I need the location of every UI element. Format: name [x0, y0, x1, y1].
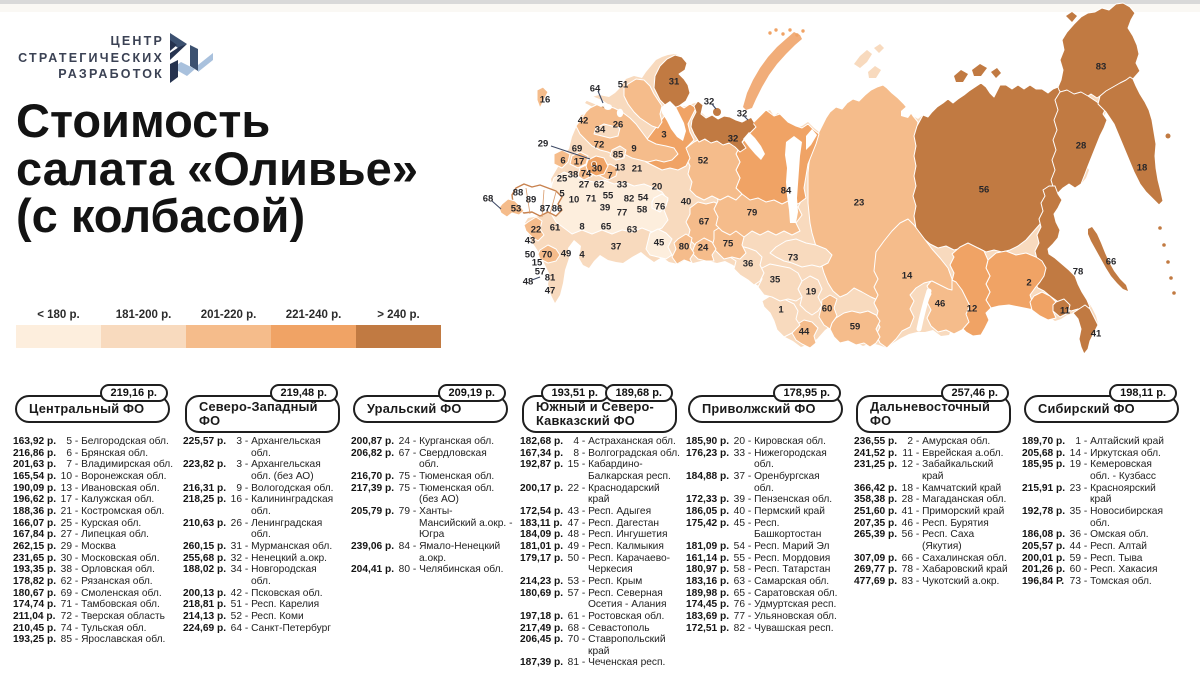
svg-text:87: 87: [540, 204, 551, 215]
svg-text:64: 64: [590, 84, 601, 95]
svg-text:85: 85: [613, 150, 624, 161]
svg-text:47: 47: [545, 286, 556, 297]
svg-text:20: 20: [652, 182, 663, 193]
svg-text:15: 15: [532, 258, 543, 269]
svg-text:35: 35: [770, 275, 781, 286]
svg-text:41: 41: [1091, 329, 1102, 340]
svg-text:8: 8: [579, 222, 584, 233]
svg-text:52: 52: [698, 156, 709, 167]
svg-text:39: 39: [600, 203, 611, 214]
svg-text:21: 21: [632, 164, 643, 175]
svg-text:42: 42: [578, 116, 589, 127]
svg-text:4: 4: [579, 250, 585, 261]
svg-text:54: 54: [638, 193, 649, 204]
svg-text:70: 70: [542, 250, 553, 261]
svg-text:16: 16: [540, 95, 551, 106]
svg-text:30: 30: [592, 164, 603, 175]
svg-text:78: 78: [1073, 267, 1084, 278]
svg-text:19: 19: [806, 287, 817, 298]
svg-text:48: 48: [523, 277, 534, 288]
svg-text:3: 3: [661, 130, 666, 141]
svg-text:80: 80: [679, 242, 690, 253]
svg-text:11: 11: [1060, 306, 1071, 317]
svg-text:51: 51: [618, 80, 629, 91]
svg-text:82: 82: [624, 194, 635, 205]
svg-text:49: 49: [561, 249, 572, 260]
svg-text:74: 74: [581, 169, 592, 180]
svg-text:36: 36: [743, 259, 754, 270]
svg-text:75: 75: [723, 239, 734, 250]
svg-text:72: 72: [594, 140, 605, 151]
svg-text:63: 63: [627, 225, 638, 236]
svg-text:71: 71: [586, 194, 597, 205]
svg-text:56: 56: [979, 185, 990, 196]
svg-text:24: 24: [698, 243, 709, 254]
svg-text:69: 69: [572, 144, 583, 155]
svg-text:2: 2: [1026, 278, 1031, 289]
svg-text:22: 22: [531, 225, 542, 236]
svg-text:76: 76: [655, 202, 666, 213]
svg-text:10: 10: [569, 195, 580, 206]
svg-text:33: 33: [617, 180, 628, 191]
svg-text:61: 61: [550, 223, 561, 234]
svg-text:28: 28: [1076, 141, 1087, 152]
svg-text:40: 40: [681, 197, 692, 208]
svg-text:18: 18: [1137, 163, 1148, 174]
svg-text:58: 58: [637, 205, 648, 216]
svg-text:29: 29: [538, 139, 549, 150]
svg-text:27: 27: [579, 180, 590, 191]
svg-text:77: 77: [617, 208, 628, 219]
svg-text:50: 50: [525, 250, 536, 261]
svg-text:65: 65: [601, 222, 612, 233]
svg-text:38: 38: [568, 170, 579, 181]
svg-text:62: 62: [594, 180, 605, 191]
svg-text:55: 55: [603, 191, 614, 202]
svg-text:46: 46: [935, 299, 946, 310]
svg-text:68: 68: [483, 194, 494, 205]
svg-text:84: 84: [781, 186, 792, 197]
svg-text:53: 53: [511, 204, 522, 215]
svg-text:79: 79: [747, 208, 758, 219]
svg-text:32: 32: [728, 134, 739, 145]
svg-text:13: 13: [615, 163, 626, 174]
svg-text:86: 86: [552, 204, 563, 215]
svg-text:59: 59: [850, 322, 861, 333]
svg-text:17: 17: [574, 157, 585, 168]
svg-text:37: 37: [611, 242, 622, 253]
svg-text:23: 23: [854, 198, 865, 209]
svg-text:45: 45: [654, 238, 665, 249]
svg-text:1: 1: [778, 305, 784, 316]
svg-text:88: 88: [513, 188, 524, 199]
svg-text:12: 12: [967, 304, 978, 315]
svg-text:57: 57: [535, 267, 546, 278]
svg-text:31: 31: [669, 77, 680, 88]
svg-text:89: 89: [526, 195, 537, 206]
svg-text:73: 73: [788, 253, 799, 264]
svg-text:14: 14: [902, 271, 913, 282]
svg-text:66: 66: [1106, 257, 1117, 268]
svg-text:26: 26: [613, 120, 624, 131]
svg-text:32: 32: [704, 97, 715, 108]
svg-text:34: 34: [595, 125, 606, 136]
svg-text:44: 44: [799, 327, 810, 338]
svg-text:43: 43: [525, 236, 536, 247]
svg-text:6: 6: [560, 156, 565, 167]
svg-text:32: 32: [737, 109, 748, 120]
svg-text:83: 83: [1096, 62, 1107, 73]
svg-text:5: 5: [559, 189, 565, 200]
svg-text:7: 7: [607, 171, 612, 182]
svg-text:9: 9: [631, 144, 636, 155]
svg-text:25: 25: [557, 174, 568, 185]
svg-text:81: 81: [545, 273, 556, 284]
svg-text:67: 67: [699, 217, 710, 228]
svg-text:60: 60: [822, 304, 833, 315]
